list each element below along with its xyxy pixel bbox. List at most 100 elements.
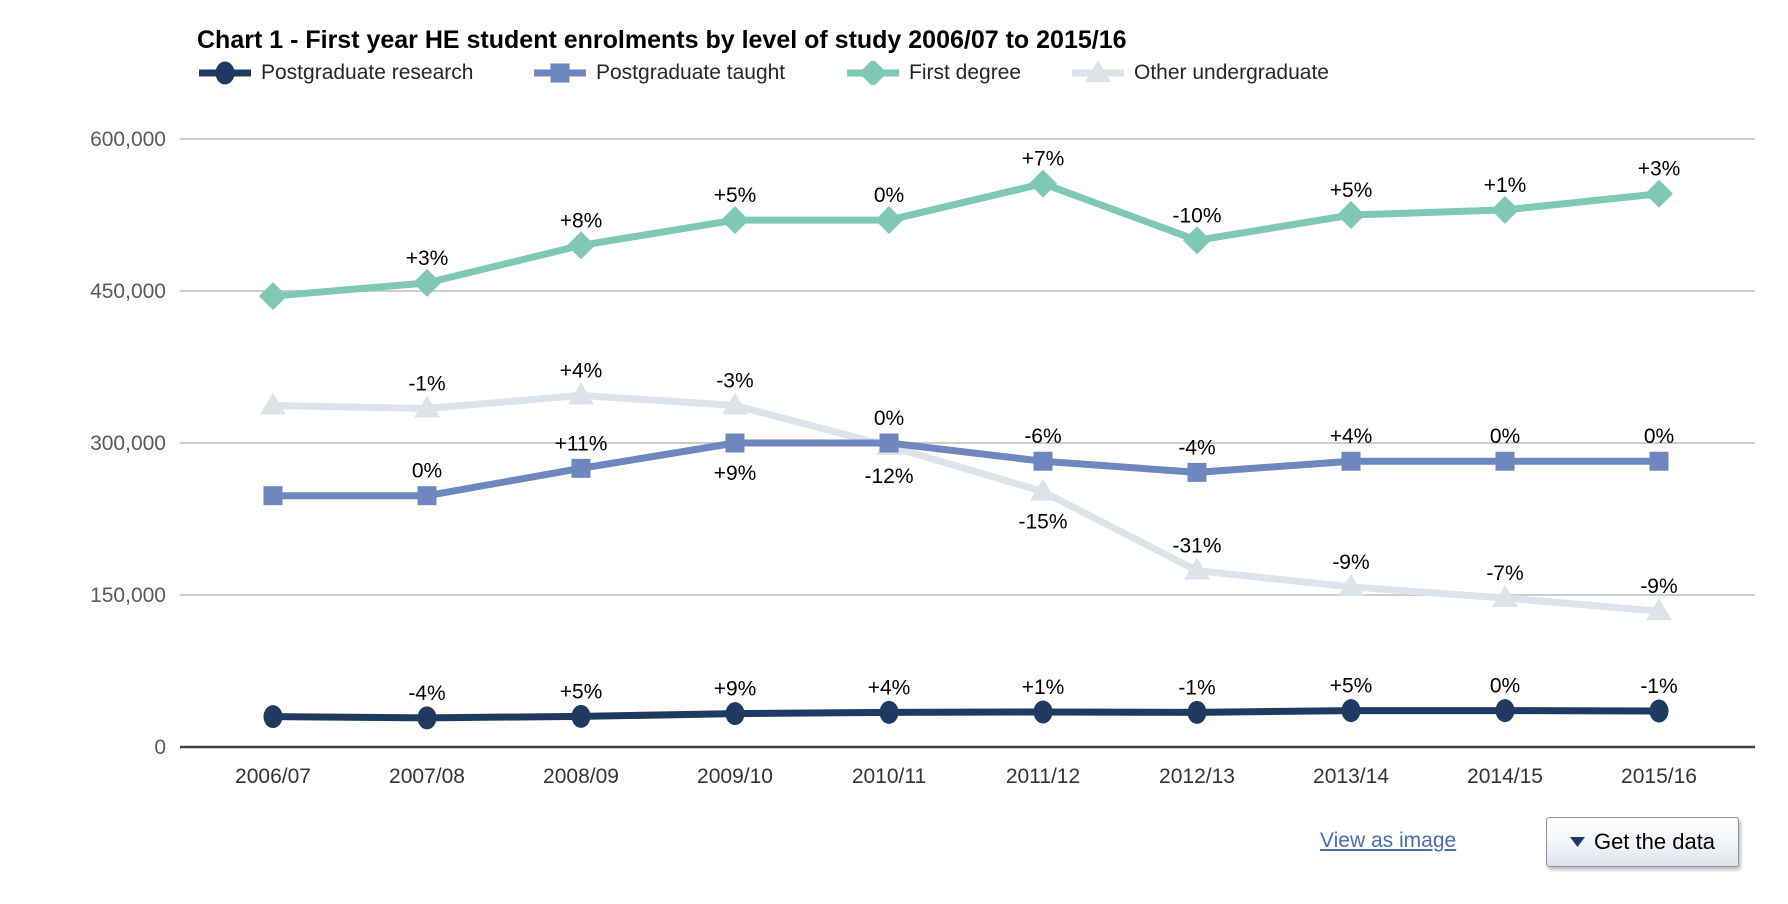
point-label-postgraduate-research: -4% xyxy=(408,682,445,705)
marker-first-degree xyxy=(1337,201,1365,229)
series-line-first-degree xyxy=(272,180,1660,300)
point-label-first-degree: +5% xyxy=(714,184,757,207)
legend-label: Other undergraduate xyxy=(1134,61,1329,84)
marker-first-degree xyxy=(1029,169,1057,198)
marker-first-degree xyxy=(1645,179,1673,208)
point-label-postgraduate-taught: 0% xyxy=(1644,425,1674,448)
series-postgraduate-taught xyxy=(263,433,1669,506)
legend-item-first-degree[interactable]: First degree xyxy=(845,61,1021,85)
point-label-postgraduate-research: 0% xyxy=(1490,675,1520,698)
get-the-data-button[interactable]: Get the data xyxy=(1546,817,1739,867)
legend-label: First degree xyxy=(909,61,1022,84)
line-triangle-marker-icon xyxy=(1072,61,1124,82)
line-diamond-marker-icon xyxy=(847,61,899,85)
point-label-postgraduate-research: +5% xyxy=(1330,675,1373,698)
marker-postgraduate-taught xyxy=(725,433,745,453)
marker-postgraduate-taught xyxy=(1033,451,1053,471)
point-label-postgraduate-research: +1% xyxy=(1022,676,1065,699)
x-tick-label: 2011/12 xyxy=(1006,765,1080,788)
line-circle-marker-icon xyxy=(199,61,251,85)
legend-label: Postgraduate research xyxy=(261,61,474,84)
marker-other-undergraduate xyxy=(260,392,286,415)
triangle-down-icon xyxy=(1569,837,1585,847)
point-label-postgraduate-research: +9% xyxy=(714,678,757,701)
legend-item-postgraduate-research[interactable]: Postgraduate research xyxy=(197,61,473,85)
y-tick-label: 150,000 xyxy=(90,584,166,607)
point-label-postgraduate-research: +4% xyxy=(868,676,911,699)
y-tick-label: 450,000 xyxy=(90,280,166,303)
point-label-other-undergraduate: -3% xyxy=(716,370,753,393)
marker-first-degree xyxy=(259,282,287,311)
series-line-postgraduate-taught xyxy=(273,439,1659,500)
marker-first-degree xyxy=(413,268,441,297)
x-tick-label: 2015/16 xyxy=(1621,765,1697,788)
marker-postgraduate-taught xyxy=(1341,451,1361,471)
marker-postgraduate-taught xyxy=(1187,462,1207,482)
y-tick-label: 300,000 xyxy=(90,432,166,455)
legend: Postgraduate research Postgraduate taugh… xyxy=(0,61,1788,91)
marker-postgraduate-research xyxy=(1341,699,1361,723)
point-label-other-undergraduate: -15% xyxy=(1018,511,1067,534)
chart-title: Chart 1 - First year HE student enrolmen… xyxy=(197,26,1127,54)
marker-other-undergraduate xyxy=(1646,598,1672,621)
y-tick-label: 0 xyxy=(154,736,166,759)
point-label-postgraduate-taught: 0% xyxy=(874,407,904,430)
legend-item-other-undergraduate[interactable]: Other undergraduate xyxy=(1070,61,1329,85)
marker-postgraduate-taught xyxy=(879,433,899,453)
point-label-first-degree: 0% xyxy=(874,184,904,207)
x-tick-label: 2007/08 xyxy=(389,765,465,788)
point-label-postgraduate-research: -1% xyxy=(1178,676,1215,699)
point-label-other-undergraduate: +4% xyxy=(560,359,603,382)
marker-other-undergraduate xyxy=(414,395,440,418)
legend-marker-postgraduate-taught xyxy=(550,63,570,83)
series-other-undergraduate xyxy=(260,382,1672,621)
series-postgraduate-research xyxy=(263,699,1669,730)
point-label-postgraduate-taught: -6% xyxy=(1024,425,1061,448)
point-label-first-degree: +1% xyxy=(1484,174,1527,197)
marker-postgraduate-research xyxy=(417,706,437,730)
point-labels-layer: -1% +4% -3% -12% -15% -31% -9% -7% -9% +3% +8% +5% 0… xyxy=(406,148,1681,705)
marker-postgraduate-research xyxy=(1033,700,1053,724)
point-label-first-degree: +3% xyxy=(406,247,449,270)
view-as-image-link[interactable]: View as image xyxy=(1320,829,1457,852)
point-label-postgraduate-research: +5% xyxy=(560,680,603,703)
legend-marker-postgraduate-research xyxy=(215,61,235,85)
point-label-postgraduate-taught: +11% xyxy=(555,432,608,455)
point-label-other-undergraduate: -9% xyxy=(1332,551,1369,574)
point-label-other-undergraduate: -7% xyxy=(1486,562,1523,585)
legend-marker-first-degree xyxy=(859,61,887,85)
point-label-other-undergraduate: -1% xyxy=(408,373,445,396)
marker-other-undergraduate xyxy=(1030,478,1056,501)
x-tick-label: 2014/15 xyxy=(1467,765,1543,788)
point-label-first-degree: +3% xyxy=(1638,158,1681,181)
point-label-other-undergraduate: -31% xyxy=(1172,535,1221,558)
x-tick-label: 2012/13 xyxy=(1159,765,1235,788)
marker-postgraduate-research xyxy=(263,705,283,729)
get-the-data-label: Get the data xyxy=(1593,829,1716,854)
point-label-first-degree: -10% xyxy=(1172,204,1221,227)
marker-postgraduate-research xyxy=(879,700,899,724)
point-label-postgraduate-taught: 0% xyxy=(412,460,442,483)
marker-first-degree xyxy=(567,231,595,260)
marker-postgraduate-research xyxy=(1187,700,1207,724)
point-label-postgraduate-research: -1% xyxy=(1640,675,1677,698)
marker-other-undergraduate xyxy=(1338,573,1364,596)
marker-first-degree xyxy=(721,206,749,235)
marker-other-undergraduate xyxy=(568,382,594,405)
legend-item-postgraduate-taught[interactable]: Postgraduate taught xyxy=(532,61,785,85)
point-label-postgraduate-taught: 0% xyxy=(1490,425,1520,448)
legend-label: Postgraduate taught xyxy=(596,61,786,84)
marker-other-undergraduate xyxy=(722,392,748,415)
point-label-other-undergraduate: -12% xyxy=(864,465,913,488)
x-tick-label: 2008/09 xyxy=(543,765,619,788)
series-first-degree xyxy=(259,169,1673,311)
marker-postgraduate-taught xyxy=(263,486,283,506)
x-tick-label: 2009/10 xyxy=(697,765,773,788)
marker-other-undergraduate xyxy=(1184,557,1210,580)
marker-postgraduate-taught xyxy=(1495,451,1515,471)
marker-postgraduate-taught xyxy=(417,486,437,506)
x-tick-label: 2010/11 xyxy=(852,765,926,788)
series-line-postgraduate-research xyxy=(272,707,1660,722)
